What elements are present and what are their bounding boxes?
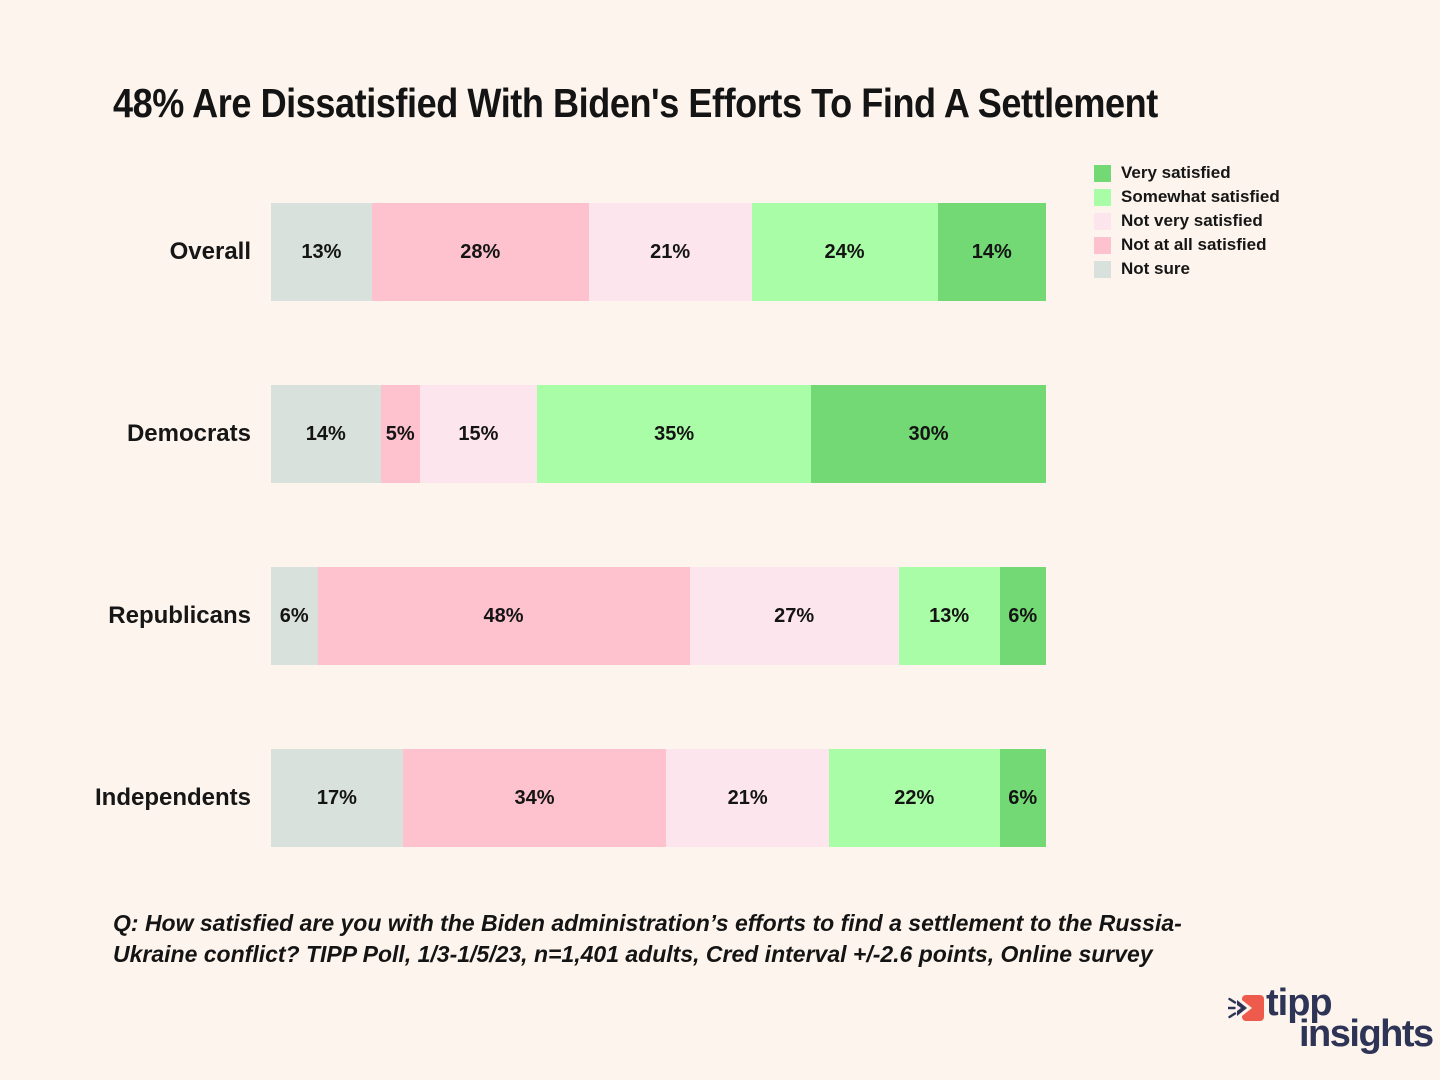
- bar-segment: 13%: [271, 203, 372, 301]
- bar-row: Republicans 6% 48% 27% 13% 6%: [0, 567, 1046, 665]
- bar-segment: 28%: [371, 203, 589, 301]
- bar-segment: 6%: [999, 749, 1046, 847]
- stacked-bar-chart: Overall 13% 28% 21% 24% 14% Democrats 14% 5% 15% 3…: [0, 203, 1046, 931]
- bar-segment: 6%: [271, 567, 318, 665]
- segment-value-label: 21%: [650, 240, 691, 263]
- segment-value-label: 30%: [908, 422, 949, 445]
- bar-row: Democrats 14% 5% 15% 35% 30%: [0, 385, 1046, 483]
- segment-value-label: 6%: [1008, 786, 1038, 809]
- legend-swatch: [1094, 212, 1111, 230]
- segment-value-label: 14%: [305, 422, 346, 445]
- source-note-line: Q: How satisfied are you with the Biden …: [113, 910, 1182, 936]
- source-note: Q: How satisfied are you with the Biden …: [113, 908, 1182, 970]
- segment-value-label: 15%: [458, 422, 499, 445]
- legend-swatch: [1094, 260, 1111, 278]
- category-label: Democrats: [126, 420, 251, 447]
- legend-item: Somewhat satisfied: [1094, 187, 1280, 206]
- bar-segment: 17%: [271, 749, 403, 847]
- tipp-insights-logo: tipp insights: [1228, 984, 1440, 1062]
- logo-text-insights: insights: [1299, 1013, 1434, 1055]
- legend-item: Very satisfied: [1094, 163, 1280, 182]
- bar-segment: 30%: [811, 385, 1046, 483]
- bar-segment: 22%: [829, 749, 1000, 847]
- segment-value-label: 35%: [654, 422, 695, 445]
- chart-title: 48% Are Dissatisfied With Biden's Effort…: [113, 80, 1158, 126]
- legend-item: Not very satisfied: [1094, 211, 1280, 230]
- bar-segment: 14%: [937, 203, 1046, 301]
- legend-label: Somewhat satisfied: [1121, 187, 1280, 206]
- category-label: Independents: [94, 784, 251, 811]
- bar-segment: 21%: [666, 749, 829, 847]
- segment-value-label: 13%: [929, 604, 970, 627]
- bar-segment: 13%: [898, 567, 1000, 665]
- bar-segment: 24%: [751, 203, 938, 301]
- legend: Very satisfied Somewhat satisfied Not very…: [1094, 163, 1280, 278]
- legend-label: Not very satisfied: [1121, 211, 1263, 230]
- segment-value-label: 6%: [279, 604, 309, 627]
- segment-value-label: 5%: [385, 422, 415, 445]
- legend-item: Not at all satisfied: [1094, 235, 1280, 254]
- legend-label: Not at all satisfied: [1121, 235, 1267, 254]
- bar-segment: 34%: [402, 749, 667, 847]
- legend-label: Very satisfied: [1121, 163, 1231, 182]
- bar-segment: 48%: [317, 567, 690, 665]
- bar-segment: 6%: [999, 567, 1046, 665]
- legend-item: Not sure: [1094, 259, 1280, 278]
- legend-label: Not sure: [1121, 259, 1190, 278]
- stacked-bar: 17% 34% 21% 22% 6%: [271, 749, 1046, 847]
- segment-value-label: 28%: [460, 240, 501, 263]
- category-label: Overall: [169, 238, 251, 265]
- segment-value-label: 27%: [774, 604, 815, 627]
- logo-text-tipp: tipp: [1266, 982, 1333, 1024]
- tipp-insights-arrow-icon: [1228, 995, 1264, 1021]
- segment-value-label: 24%: [824, 240, 865, 263]
- bar-segment: 14%: [271, 385, 381, 483]
- bar-row: Independents 17% 34% 21% 22% 6%: [0, 749, 1046, 847]
- segment-value-label: 14%: [971, 240, 1012, 263]
- stacked-bar: 6% 48% 27% 13% 6%: [271, 567, 1046, 665]
- legend-swatch: [1094, 236, 1111, 254]
- category-label: Republicans: [108, 602, 251, 629]
- segment-value-label: 34%: [514, 786, 555, 809]
- bar-segment: 5%: [380, 385, 420, 483]
- bar-segment: 15%: [419, 385, 538, 483]
- stacked-bar: 14% 5% 15% 35% 30%: [271, 385, 1046, 483]
- segment-value-label: 22%: [894, 786, 935, 809]
- bar-segment: 35%: [537, 385, 812, 483]
- stacked-bar: 13% 28% 21% 24% 14%: [271, 203, 1046, 301]
- segment-value-label: 17%: [316, 786, 357, 809]
- bar-row: Overall 13% 28% 21% 24% 14%: [0, 203, 1046, 301]
- bar-segment: 27%: [689, 567, 899, 665]
- segment-value-label: 13%: [301, 240, 342, 263]
- source-note-line: Ukraine conflict? TIPP Poll, 1/3-1/5/23,…: [113, 941, 1153, 967]
- segment-value-label: 6%: [1008, 604, 1038, 627]
- legend-swatch: [1094, 164, 1111, 182]
- bar-segment: 21%: [588, 203, 752, 301]
- segment-value-label: 48%: [483, 604, 524, 627]
- legend-swatch: [1094, 188, 1111, 206]
- segment-value-label: 21%: [727, 786, 768, 809]
